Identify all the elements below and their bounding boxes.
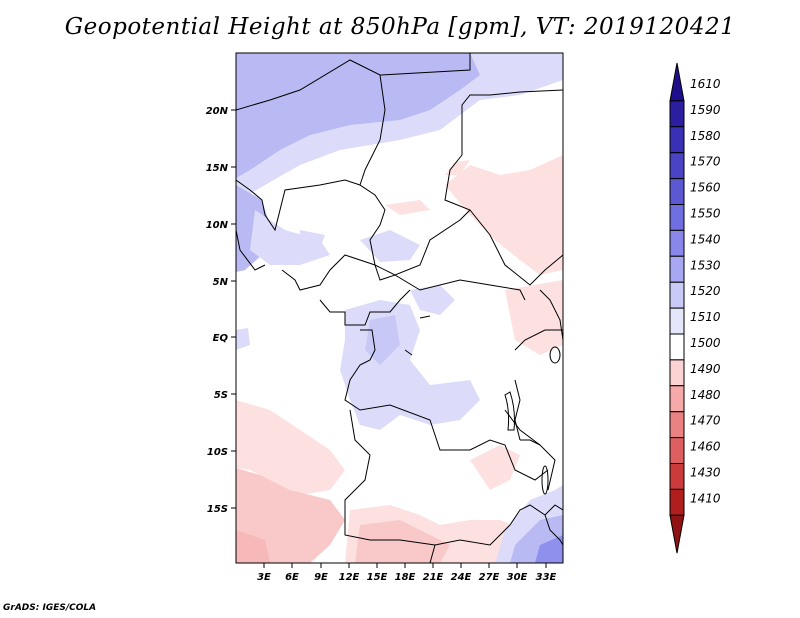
colorbar: 1610 1590 1580 1570 1560 1550 1540 1530 1520 1510… — [669, 62, 721, 554]
lat-label: 20N — [206, 106, 229, 117]
lon-label: 15E — [367, 572, 388, 583]
colorbar-swatch — [669, 62, 685, 102]
lat-label: 10N — [206, 220, 229, 231]
lon-label: 33E — [536, 572, 557, 583]
lakes — [404, 315, 561, 495]
colorbar-label: 1460 — [690, 440, 721, 454]
colorbar-swatch — [669, 411, 685, 439]
colorbar-swatch — [669, 359, 685, 387]
colorbar-label: 1500 — [690, 336, 721, 350]
colorbar-swatch — [669, 281, 685, 309]
contour-1500-northeast — [445, 155, 563, 275]
colorbar-label: 1570 — [690, 155, 721, 169]
lat-label: EQ — [213, 333, 229, 344]
lat-label: 10S — [207, 447, 228, 458]
map-frame — [235, 52, 564, 564]
colorbar-label: 1520 — [690, 284, 721, 298]
chart-title: Geopotential Height at 850hPa [gpm], VT:… — [64, 14, 736, 40]
colorbar-swatch — [669, 255, 685, 283]
colorbar-label: 1530 — [690, 258, 721, 272]
colorbar-swatch — [669, 437, 685, 464]
contour-1490-southwest — [236, 468, 345, 563]
lon-label: 24E — [451, 572, 472, 583]
colorbar-label: 1480 — [690, 388, 721, 402]
colorbar-label: 1430 — [690, 466, 721, 480]
colorbar-swatch — [669, 307, 685, 335]
lon-label: 21E — [423, 572, 444, 583]
colorbar-label: 1590 — [690, 103, 721, 117]
height-field — [236, 53, 563, 563]
colorbar-label: 1540 — [690, 232, 721, 246]
lon-label: 6E — [285, 572, 299, 583]
lat-label: 5S — [214, 390, 228, 401]
lon-label: 30E — [507, 572, 528, 583]
colorbar-swatch — [669, 126, 685, 154]
colorbar-swatch — [669, 514, 685, 554]
colorbar-swatch — [669, 152, 685, 180]
colorbar-label: 1510 — [690, 310, 721, 324]
lon-label: 18E — [395, 572, 416, 583]
country-borders — [236, 53, 563, 563]
credit-text: GrADS: IGES/COLA — [3, 603, 97, 613]
contour-1530-north — [236, 53, 480, 178]
colorbar-swatch — [669, 463, 685, 490]
lat-label: 15N — [206, 163, 229, 174]
colorbar-swatch — [669, 385, 685, 413]
longitude-labels: 3E 6E 9E 12E 15E 18E 21E 24E 27E 30E 33E — [257, 563, 557, 583]
contour-1500-southwest — [236, 400, 345, 495]
colorbar-label: 1410 — [690, 491, 721, 505]
lon-label: 9E — [314, 572, 328, 583]
colorbar-label: 1610 — [690, 77, 721, 91]
colorbar-label: 1560 — [690, 181, 721, 195]
colorbar-label: 1490 — [690, 362, 721, 376]
colorbar-label: 1470 — [690, 414, 721, 428]
lon-label: 12E — [339, 572, 360, 583]
lat-label: 15S — [207, 504, 228, 515]
colorbar-swatch — [669, 178, 685, 205]
colorbar-swatch — [669, 488, 685, 516]
latitude-labels: 20N 15N 10N 5N EQ 5S 10S 15S — [206, 106, 236, 515]
lon-label: 3E — [257, 572, 271, 583]
colorbar-swatch — [669, 204, 685, 231]
colorbar-swatch — [669, 100, 685, 128]
colorbar-swatch — [669, 333, 685, 361]
colorbar-label: 1580 — [690, 129, 721, 143]
lat-label: 5N — [213, 277, 229, 288]
colorbar-label: 1550 — [690, 207, 721, 221]
lon-label: 27E — [479, 572, 500, 583]
colorbar-swatch — [669, 229, 685, 257]
